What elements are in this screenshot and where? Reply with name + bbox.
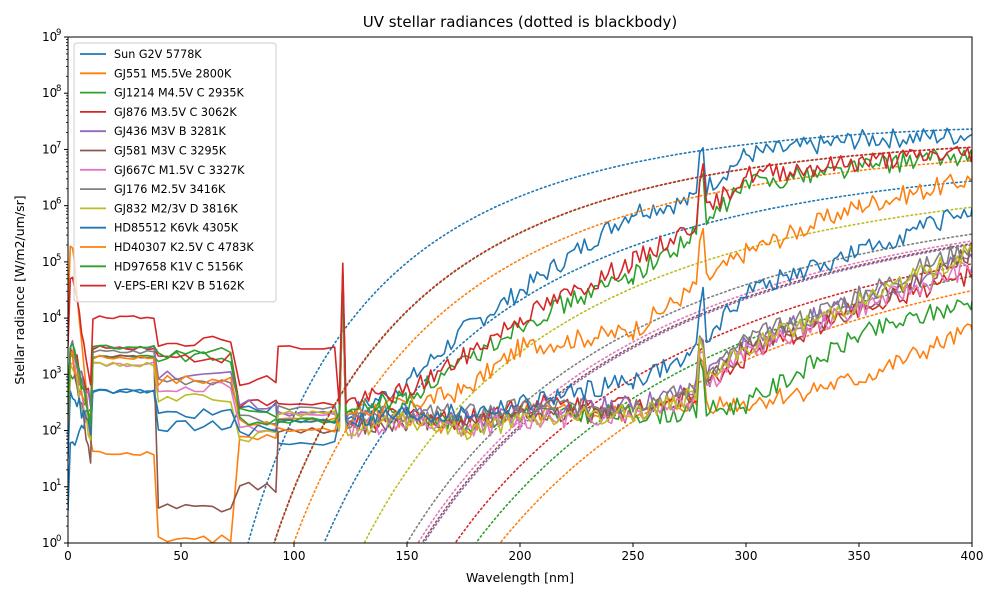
legend-entry: Sun G2V 5778K [114,48,202,61]
blackbody-curve [474,275,972,543]
blackbody-curve [405,233,972,543]
axes-layer: 0 50 100 150 200 250 300 350 4001001011021031041… [42,28,983,563]
y-tick-exponent: 4 [56,309,61,319]
blackbody-curve [454,262,972,543]
x-tick-label: 300 [735,549,758,563]
legend-entry: GJ551 M5.5Ve 2800K [114,67,232,80]
series-line [68,208,972,459]
y-tick-label: 10 [42,255,57,269]
y-tick-exponent: 0 [56,534,61,544]
legend-entry: HD97658 K1V C 5156K [114,260,244,273]
series-line [68,173,972,433]
y-axis-label: Stellar radiance [W/m2/um/sr] [12,195,27,384]
y-tick-label: 10 [42,367,57,381]
legend-entry: HD85512 K6Vk 4305K [114,222,239,235]
series-line [68,244,972,443]
legend-entry: GJ176 M2.5V 3416K [114,183,226,196]
x-tick-label: 250 [622,549,645,563]
legend-entry: GJ667C M1.5V C 3327K [114,164,245,177]
series-layer [68,127,972,543]
y-tick-exponent: 9 [56,28,61,38]
y-tick-exponent: 5 [56,253,61,263]
x-tick-label: 400 [961,549,984,563]
series-line [68,243,972,429]
y-tick-label: 10 [42,86,57,100]
blackbody-curve [423,243,972,543]
x-tick-label: 50 [173,549,188,563]
blackbody-curve [273,146,972,543]
y-tick-exponent: 1 [56,478,61,488]
blackbody-curve [273,146,972,543]
x-tick-label: 0 [64,549,72,563]
x-tick-label: 150 [396,549,419,563]
legend-entry: GJ436 M3V B 3281K [114,125,227,138]
blackbody-curve [417,240,972,543]
legend-entry: GJ832 M2/3V D 3816K [114,202,238,215]
y-tick-label: 10 [42,536,57,550]
legend-entry: GJ876 M3.5V C 3062K [114,106,237,119]
chart-title: UV stellar radiances (dotted is blackbod… [363,13,678,31]
series-line [68,265,972,432]
y-tick-label: 10 [42,142,57,156]
y-tick-exponent: 7 [56,140,61,150]
series-line [68,127,972,511]
blackbody-curve [421,242,972,543]
y-tick-label: 10 [42,30,57,44]
blackbody-curve [363,206,972,543]
y-tick-exponent: 6 [56,197,61,207]
y-tick-exponent: 3 [56,365,61,375]
legend-box [73,42,277,303]
y-tick-label: 10 [42,424,57,438]
y-tick-exponent: 8 [56,84,61,94]
legend-entry: HD40307 K2.5V C 4783K [114,241,254,254]
x-tick-label: 200 [509,549,532,563]
x-axis-label: Wavelength [nm] [466,570,574,585]
y-tick-exponent: 2 [56,422,61,432]
y-tick-label: 10 [42,480,57,494]
legend: Sun G2V 5778K GJ551 M5.5Ve 2800K GJ1214 M4… [73,42,277,303]
y-tick-label: 10 [42,311,57,325]
y-tick-label: 10 [42,199,57,213]
blackbody-curve [247,128,972,543]
x-tick-label: 100 [283,549,306,563]
legend-entry: GJ581 M3V C 3295K [114,145,227,158]
x-tick-label: 350 [848,549,871,563]
legend-entry: GJ1214 M4.5V C 2935K [114,87,244,100]
legend-entry: V-EPS-ERI K2V B 5162K [114,280,245,293]
series-line [68,145,972,408]
